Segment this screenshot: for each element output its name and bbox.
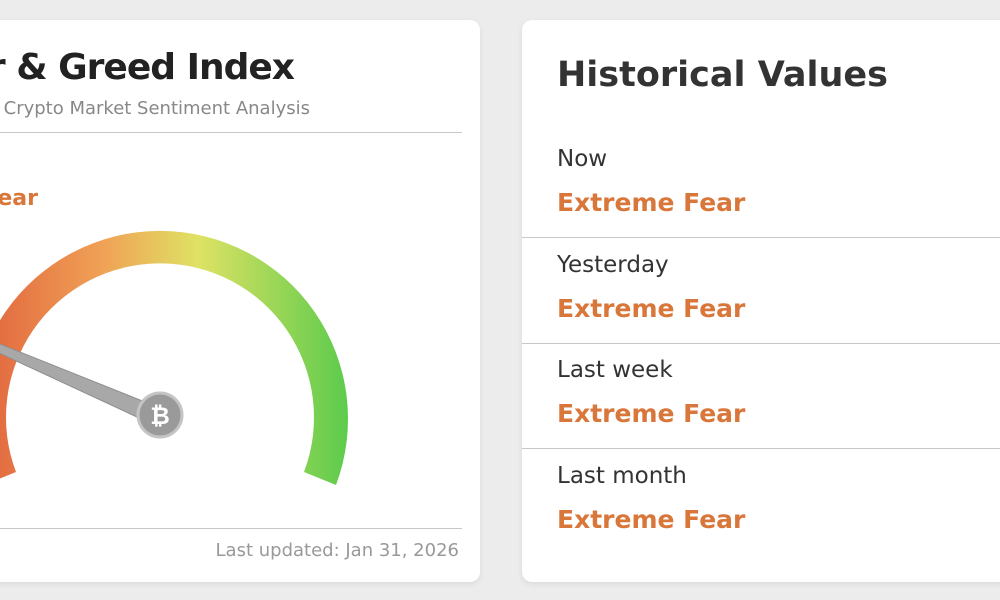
index-card: ar & Greed Index Crypto Market Sentiment…	[0, 20, 480, 582]
needle-hub	[136, 391, 184, 439]
row-value: Extreme Fear	[557, 399, 746, 428]
last-updated: Last updated: Jan 31, 2026	[215, 540, 459, 561]
status-text: ear	[0, 186, 38, 211]
row-value: Extreme Fear	[557, 293, 746, 323]
row-value: Extreme Fear	[557, 504, 746, 534]
row-label: Last week	[557, 357, 673, 383]
card-title: Historical Values	[557, 55, 888, 95]
status: ear	[0, 188, 38, 210]
row-label: Last month	[557, 462, 687, 489]
row-label: Now	[557, 146, 608, 172]
row-label: Yesterday	[557, 251, 669, 278]
bitcoin-icon: ₿	[150, 402, 170, 430]
row-divider	[522, 448, 1000, 449]
subtitle: Crypto Market Sentiment Analysis	[3, 98, 310, 119]
row-divider	[522, 237, 1000, 238]
row-divider	[522, 342, 1000, 344]
divider	[0, 528, 462, 529]
history-card: Historical Values Now Extreme Fear Yesterd…	[522, 20, 1000, 582]
card-title: ar & Greed Index	[0, 47, 295, 88]
needle	[0, 343, 161, 425]
gauge-arc	[0, 230, 348, 485]
row-value: Extreme Fear	[557, 188, 746, 217]
gauge: ₿	[0, 230, 348, 485]
divider	[0, 132, 462, 133]
